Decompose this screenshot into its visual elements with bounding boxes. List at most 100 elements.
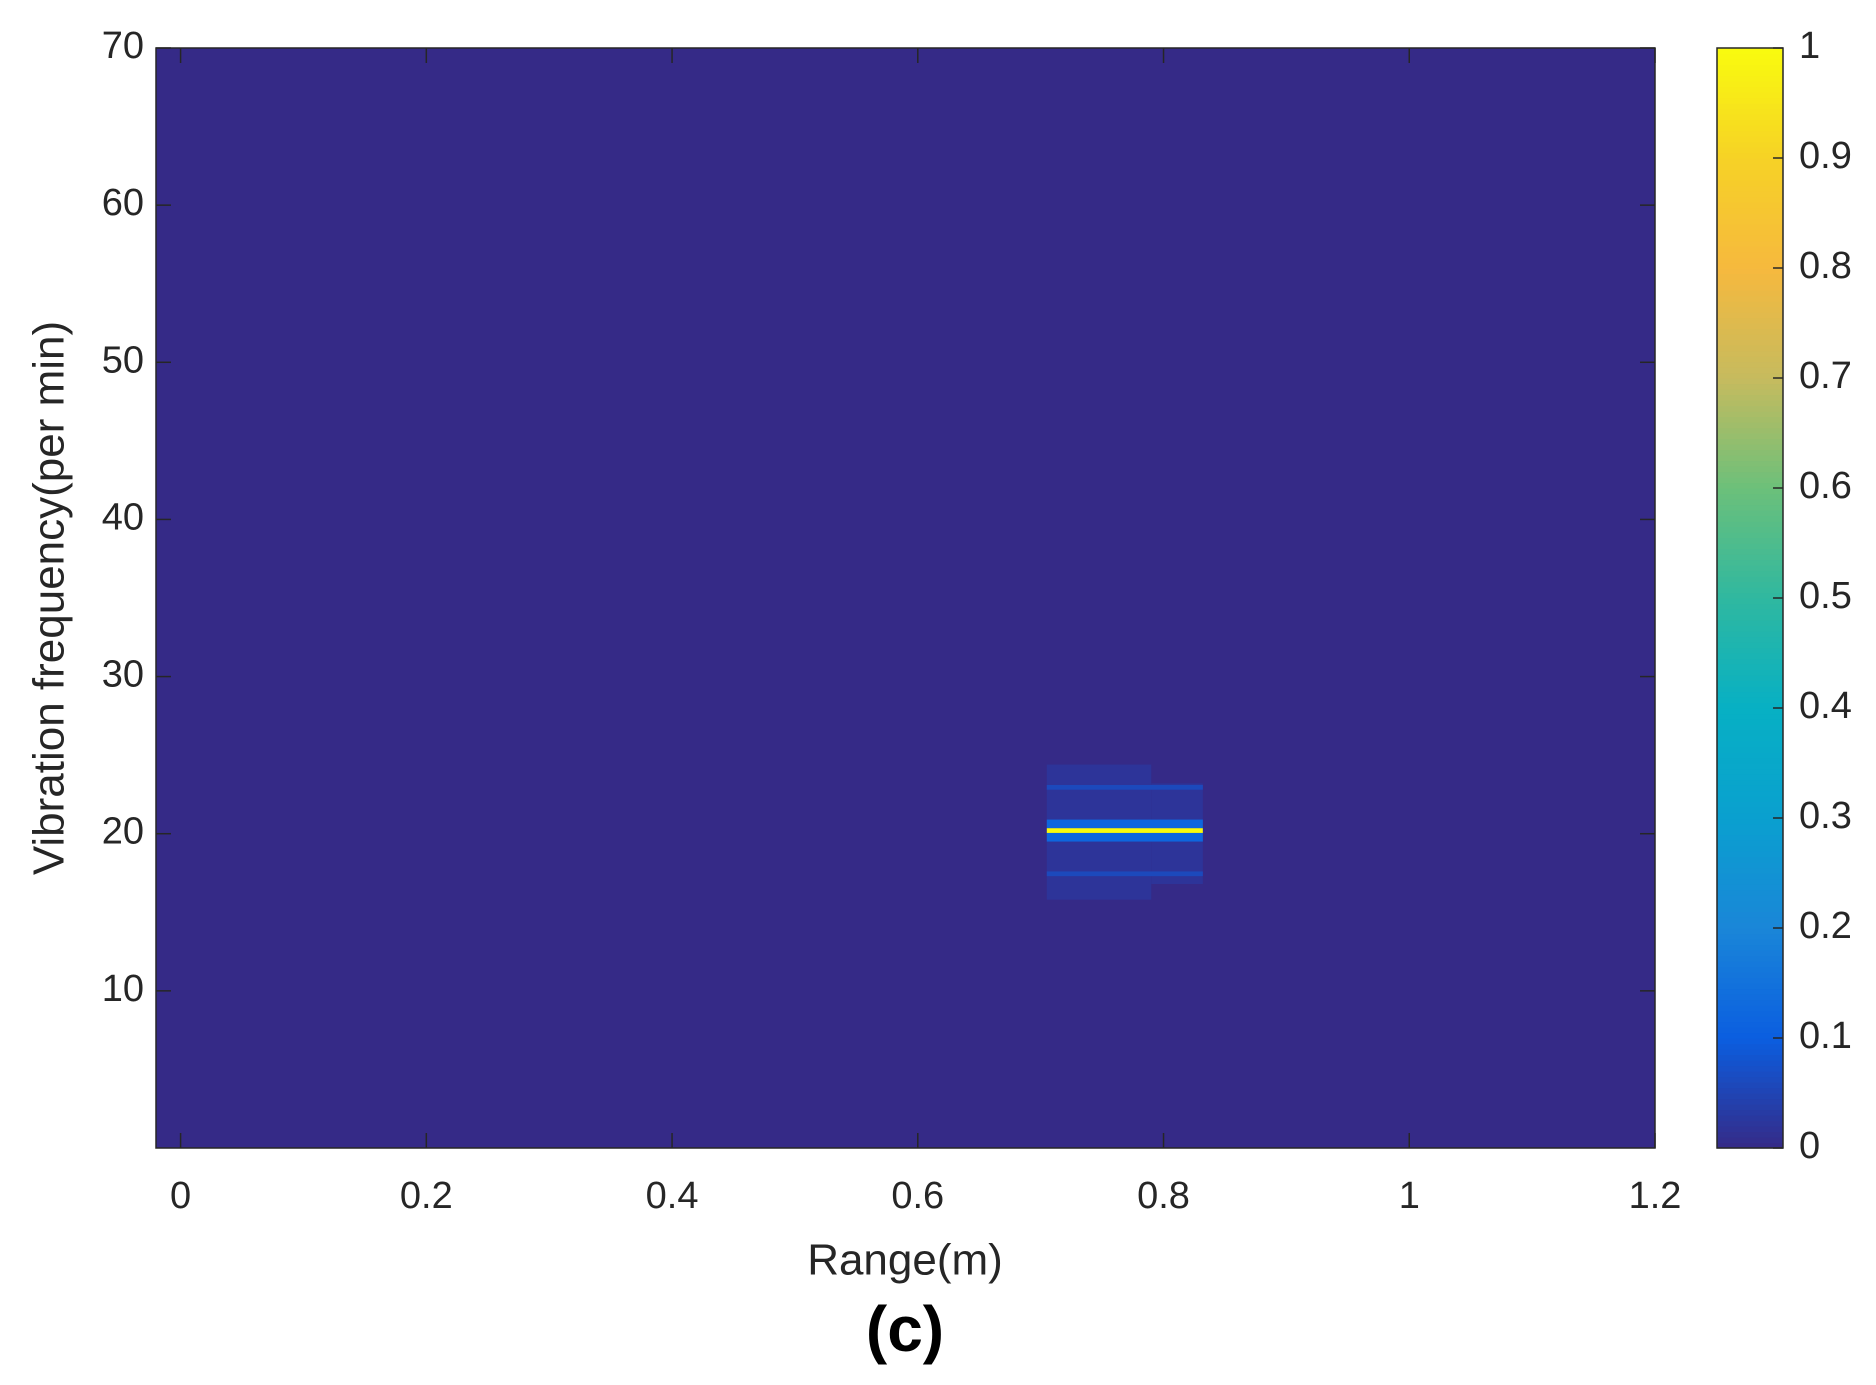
colorbar-swatch	[1717, 449, 1783, 456]
colorbar-swatch	[1717, 658, 1783, 665]
colorbar-swatch	[1717, 70, 1783, 77]
colorbar-swatch	[1717, 59, 1783, 66]
colorbar-swatch	[1717, 950, 1783, 957]
colorbar-swatch	[1717, 1071, 1783, 1078]
colorbar-swatch	[1717, 383, 1783, 390]
colorbar-swatch	[1717, 570, 1783, 577]
colorbar-swatch	[1717, 92, 1783, 99]
colorbar-swatch	[1717, 1021, 1783, 1028]
colorbar-swatch	[1717, 834, 1783, 841]
colorbar-swatch	[1717, 939, 1783, 946]
colorbar-swatch	[1717, 1060, 1783, 1067]
colorbar-tick-label: 0.9	[1799, 135, 1852, 177]
colorbar-swatch	[1717, 1104, 1783, 1111]
colorbar-swatch	[1717, 152, 1783, 159]
colorbar-swatch	[1717, 713, 1783, 720]
x-tick-label: 0	[170, 1175, 191, 1217]
colorbar-swatch	[1717, 543, 1783, 550]
colorbar-swatch	[1717, 823, 1783, 830]
colorbar-swatch	[1717, 812, 1783, 819]
colorbar-swatch	[1717, 1142, 1783, 1149]
colorbar-swatch	[1717, 807, 1783, 814]
y-tick-label: 70	[102, 25, 144, 67]
colorbar-swatch	[1717, 273, 1783, 280]
colorbar-swatch	[1717, 889, 1783, 896]
colorbar-swatch	[1717, 1005, 1783, 1012]
colorbar-swatch	[1717, 416, 1783, 423]
colorbar-tick-label: 0.5	[1799, 575, 1852, 617]
colorbar-swatch	[1717, 906, 1783, 913]
colorbar-swatch	[1717, 251, 1783, 258]
x-tick-label: 1	[1399, 1175, 1420, 1217]
colorbar-swatch	[1717, 125, 1783, 132]
colorbar-swatch	[1717, 114, 1783, 121]
colorbar-swatch	[1717, 284, 1783, 291]
colorbar-tick-label: 0.4	[1799, 685, 1852, 727]
colorbar-swatch	[1717, 339, 1783, 346]
colorbar-swatch	[1717, 174, 1783, 181]
colorbar-swatch	[1717, 746, 1783, 753]
colorbar-swatch	[1717, 900, 1783, 907]
colorbar-swatch	[1717, 389, 1783, 396]
x-axis-label: Range(m)	[807, 1236, 1003, 1285]
colorbar-swatch	[1717, 829, 1783, 836]
colorbar-swatch	[1717, 614, 1783, 621]
colorbar-swatch	[1717, 1065, 1783, 1072]
colorbar-swatch	[1717, 636, 1783, 643]
heatmap-cell	[156, 48, 1655, 1148]
colorbar-swatch	[1717, 119, 1783, 126]
colorbar-swatch	[1717, 779, 1783, 786]
colorbar-swatch	[1717, 642, 1783, 649]
x-tick-label: 0.8	[1137, 1175, 1190, 1217]
colorbar-tick-label: 0.7	[1799, 355, 1852, 397]
colorbar-swatch	[1717, 97, 1783, 104]
y-tick-label: 10	[102, 968, 144, 1010]
colorbar-swatch	[1717, 785, 1783, 792]
colorbar-swatch	[1717, 163, 1783, 170]
colorbar-swatch	[1717, 878, 1783, 885]
colorbar-swatch	[1717, 323, 1783, 330]
heatmap-cell	[1046, 785, 1203, 790]
colorbar-swatch	[1717, 1093, 1783, 1100]
colorbar-swatch	[1717, 565, 1783, 572]
colorbar-swatch	[1717, 488, 1783, 495]
y-tick-label: 60	[102, 182, 144, 224]
colorbar-swatch	[1717, 405, 1783, 412]
colorbar-swatch	[1717, 994, 1783, 1001]
colorbar-swatch	[1717, 301, 1783, 308]
colorbar-swatch	[1717, 532, 1783, 539]
y-axis-label: Vibration frequency(per min)	[25, 321, 74, 875]
colorbar-swatch	[1717, 966, 1783, 973]
colorbar-swatch	[1717, 466, 1783, 473]
colorbar-swatch	[1717, 482, 1783, 489]
colorbar-swatch	[1717, 130, 1783, 137]
colorbar-swatch	[1717, 1126, 1783, 1133]
colorbar-swatch	[1717, 213, 1783, 220]
colorbar-swatch	[1717, 933, 1783, 940]
colorbar-swatch	[1717, 328, 1783, 335]
colorbar-swatch	[1717, 631, 1783, 638]
heatmap-cell	[1046, 828, 1203, 833]
colorbar-swatch	[1717, 526, 1783, 533]
colorbar-swatch	[1717, 801, 1783, 808]
colorbar-swatch	[1717, 521, 1783, 528]
colorbar-tick-label: 0.3	[1799, 795, 1852, 837]
colorbar-swatch	[1717, 972, 1783, 979]
colorbar-swatch	[1717, 548, 1783, 555]
colorbar-swatch	[1717, 411, 1783, 418]
colorbar-swatch	[1717, 378, 1783, 385]
colorbar-swatch	[1717, 306, 1783, 313]
colorbar-swatch	[1717, 510, 1783, 517]
colorbar-swatch	[1717, 81, 1783, 88]
colorbar-swatch	[1717, 1054, 1783, 1061]
colorbar-swatch	[1717, 48, 1783, 55]
colorbar-swatch	[1717, 598, 1783, 605]
colorbar-swatch	[1717, 895, 1783, 902]
colorbar-swatch	[1717, 422, 1783, 429]
colorbar-swatch	[1717, 961, 1783, 968]
colorbar-swatch	[1717, 180, 1783, 187]
colorbar-swatch	[1717, 999, 1783, 1006]
colorbar-swatch	[1717, 64, 1783, 71]
y-tick-label: 40	[102, 496, 144, 538]
x-tick-label: 0.6	[891, 1175, 944, 1217]
